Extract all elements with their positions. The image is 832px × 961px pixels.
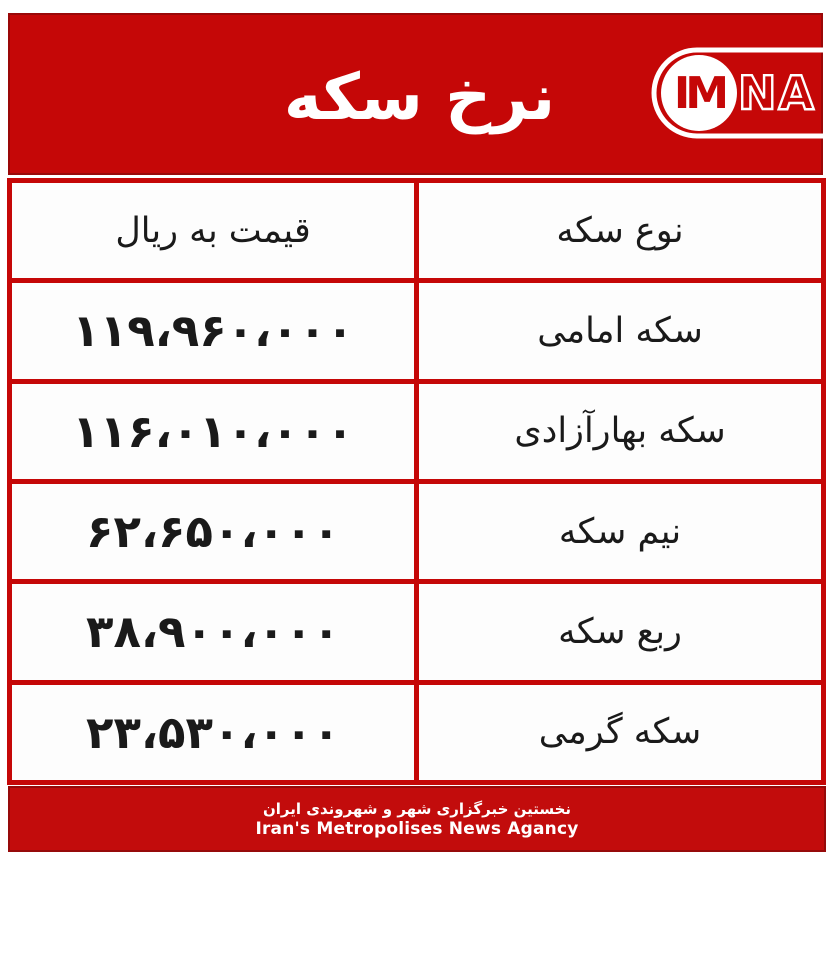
page-title: نرخ سکه (283, 61, 556, 135)
column-header-price-rial: قیمت به ریال (12, 183, 414, 279)
logo-circle-letters: IM (674, 68, 725, 119)
table-row-coin-type: سکه بهارآزادی (419, 383, 821, 479)
column-header-coin-type: نوع سکه (419, 183, 821, 279)
footer-slogan-en: Iran's Metropolises News Agancy (255, 818, 579, 839)
imna-logo-icon: IM NA (651, 47, 823, 139)
coin-price-table: نوع سکه قیمت به ریال سکه امامی ۱۱۹،۹۶۰،۰… (7, 178, 826, 785)
header-band: نرخ سکه IM NA (8, 13, 823, 175)
logo-outline-letters: NA (738, 66, 816, 120)
logo-circle (661, 55, 737, 131)
table-row-coin-type: سکه گرمی (419, 684, 821, 780)
table-row-price: ۳۸،۹۰۰،۰۰۰ (12, 584, 414, 680)
table-row-price: ۱۱۶،۰۱۰،۰۰۰ (12, 383, 414, 479)
table-row-coin-type: سکه امامی (419, 283, 821, 379)
footer-slogan-fa: نخستین خبرگزاری شهر و شهروندی ایران (262, 799, 572, 818)
table-row-price: ۶۲،۶۵۰،۰۰۰ (12, 484, 414, 580)
table-row-price: ۲۳،۵۳۰،۰۰۰ (12, 684, 414, 780)
imna-logo: IM NA (651, 45, 823, 141)
table-row-coin-type: ربع سکه (419, 584, 821, 680)
table-row-coin-type: نیم سکه (419, 484, 821, 580)
table-row-price: ۱۱۹،۹۶۰،۰۰۰ (12, 283, 414, 379)
footer-band: نخستین خبرگزاری شهر و شهروندی ایران Iran… (8, 786, 826, 852)
